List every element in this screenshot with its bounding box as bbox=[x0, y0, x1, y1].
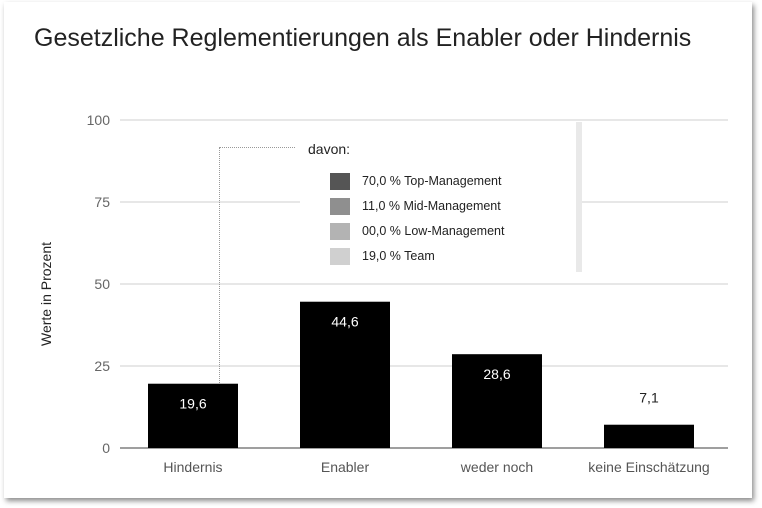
x-tick-label: Hindernis bbox=[163, 459, 222, 475]
breakdown-label: 70,0 % Top-Management bbox=[362, 174, 502, 188]
y-tick-label: 100 bbox=[87, 112, 111, 128]
bar bbox=[452, 354, 542, 448]
y-tick-label: 25 bbox=[94, 358, 110, 374]
data-label: 7,1 bbox=[639, 390, 659, 406]
breakdown-item: 70,0 % Top-Management bbox=[330, 172, 501, 190]
breakdown-item: 00,0 % Low-Management bbox=[330, 222, 504, 240]
breakdown-item: 11,0 % Mid-Management bbox=[330, 197, 501, 215]
breakdown-label: 00,0 % Low-Management bbox=[362, 224, 505, 238]
callout-connector-horizontal bbox=[219, 147, 295, 148]
x-tick-label: Enabler bbox=[321, 459, 370, 475]
chart-title: Gesetzliche Reglementierungen als Enable… bbox=[34, 24, 692, 52]
data-label: 19,6 bbox=[179, 396, 206, 412]
breakdown-label: 11,0 % Mid-Management bbox=[362, 199, 501, 213]
y-axis-label: Werte in Prozent bbox=[38, 242, 54, 346]
breakdown-swatch bbox=[330, 222, 350, 240]
breakdown-swatch bbox=[330, 247, 350, 265]
x-tick-label: weder noch bbox=[460, 459, 533, 475]
bar bbox=[148, 383, 238, 448]
breakdown-swatch bbox=[330, 172, 350, 190]
breakdown-swatch bbox=[330, 197, 350, 215]
bar bbox=[604, 424, 694, 448]
bar bbox=[300, 301, 390, 448]
breakdown-item: 19,0 % Team bbox=[330, 247, 435, 265]
breakdown-callout: davon: 70,0 % Top-Management 11,0 % Mid-… bbox=[300, 122, 576, 272]
data-label: 44,6 bbox=[331, 314, 358, 330]
breakdown-label: 19,0 % Team bbox=[362, 249, 435, 263]
x-tick-label: keine Einschätzung bbox=[588, 459, 709, 475]
y-tick-label: 75 bbox=[94, 194, 110, 210]
y-tick-label: 0 bbox=[102, 440, 110, 456]
breakdown-heading: davon: bbox=[308, 141, 351, 157]
data-label: 28,6 bbox=[483, 366, 510, 382]
y-tick-label: 50 bbox=[94, 276, 110, 292]
callout-connector-vertical bbox=[219, 147, 220, 383]
